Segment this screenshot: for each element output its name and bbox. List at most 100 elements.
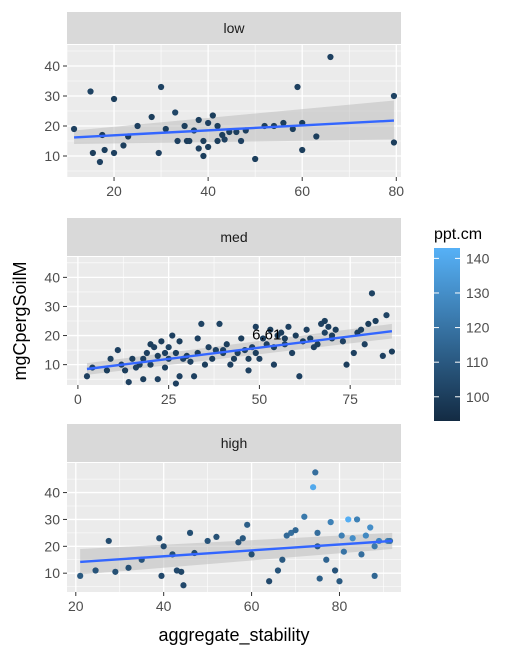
data-point bbox=[162, 125, 169, 133]
data-point bbox=[158, 572, 165, 579]
data-point bbox=[248, 551, 255, 558]
data-point bbox=[358, 551, 365, 558]
colorbar-tick-label: 100 bbox=[466, 389, 490, 405]
data-point bbox=[350, 349, 357, 357]
data-point bbox=[89, 149, 96, 157]
y-tick-label: 10 bbox=[44, 357, 60, 373]
data-point bbox=[92, 567, 99, 574]
x-tick-label: 40 bbox=[156, 598, 172, 614]
x-tick-label: 60 bbox=[244, 598, 260, 614]
data-point bbox=[129, 355, 136, 362]
data-point bbox=[256, 355, 263, 362]
data-point bbox=[176, 338, 183, 345]
data-point bbox=[245, 367, 252, 374]
data-point bbox=[214, 122, 221, 130]
y-tick-label: 10 bbox=[44, 148, 60, 164]
y-tick-label: 30 bbox=[44, 298, 60, 314]
data-point bbox=[180, 582, 187, 589]
colorbar-tick-label: 140 bbox=[466, 250, 490, 266]
data-point bbox=[353, 516, 361, 523]
data-point bbox=[279, 556, 286, 563]
x-tick-label: 20 bbox=[106, 183, 122, 199]
data-point bbox=[321, 317, 328, 325]
data-point bbox=[281, 335, 288, 342]
data-point bbox=[314, 529, 321, 536]
data-point bbox=[205, 143, 212, 151]
data-point bbox=[70, 125, 78, 133]
data-point bbox=[186, 529, 194, 536]
data-point bbox=[357, 326, 365, 333]
colorbar-title: ppt.cm bbox=[434, 226, 482, 243]
data-point bbox=[105, 537, 112, 545]
data-point bbox=[323, 556, 330, 563]
data-point bbox=[339, 338, 347, 345]
data-point bbox=[371, 543, 378, 550]
data-point bbox=[154, 352, 161, 360]
y-tick-label: 30 bbox=[44, 511, 60, 527]
data-point bbox=[372, 317, 379, 325]
x-tick-label: 40 bbox=[200, 183, 216, 199]
data-point bbox=[235, 539, 242, 546]
data-point bbox=[198, 320, 205, 328]
data-point bbox=[274, 567, 282, 574]
data-point bbox=[313, 133, 320, 140]
data-point bbox=[365, 320, 372, 328]
data-point bbox=[195, 145, 202, 152]
data-point bbox=[327, 53, 334, 61]
data-point bbox=[174, 137, 181, 145]
data-point bbox=[151, 344, 158, 351]
data-point bbox=[181, 122, 188, 130]
data-point bbox=[195, 116, 202, 124]
data-point bbox=[278, 329, 285, 336]
data-point bbox=[299, 146, 306, 154]
y-tick-label: 20 bbox=[44, 538, 60, 554]
data-point bbox=[237, 137, 245, 145]
data-point bbox=[172, 380, 180, 387]
data-point bbox=[156, 535, 163, 542]
y-tick-label: 40 bbox=[44, 485, 60, 501]
data-point bbox=[155, 149, 162, 157]
data-point bbox=[120, 142, 127, 149]
data-point bbox=[209, 355, 216, 362]
data-point bbox=[390, 139, 398, 146]
data-point bbox=[345, 516, 352, 523]
data-point bbox=[285, 323, 292, 330]
data-point bbox=[178, 568, 185, 575]
data-point bbox=[176, 373, 183, 380]
data-point bbox=[289, 125, 296, 133]
data-point bbox=[154, 376, 161, 383]
data-point bbox=[259, 335, 267, 342]
data-point bbox=[252, 349, 259, 357]
data-point bbox=[343, 361, 350, 368]
facet-strip bbox=[67, 218, 401, 256]
data-point bbox=[172, 109, 179, 116]
data-point bbox=[107, 355, 114, 362]
data-point bbox=[292, 332, 299, 339]
y-tick-label: 20 bbox=[44, 328, 60, 344]
data-point bbox=[194, 335, 201, 342]
colorbar-gradient bbox=[434, 248, 460, 421]
data-point bbox=[148, 113, 155, 121]
data-point bbox=[367, 524, 374, 531]
data-point bbox=[103, 367, 111, 374]
data-point bbox=[140, 355, 147, 362]
data-point bbox=[125, 378, 132, 386]
data-point bbox=[140, 376, 147, 383]
regression-line bbox=[86, 329, 393, 371]
facet-strip-label: med bbox=[220, 229, 247, 245]
data-point bbox=[362, 532, 369, 539]
data-point bbox=[312, 469, 319, 476]
x-tick-label: 50 bbox=[252, 391, 268, 407]
x-tick-label: 25 bbox=[161, 391, 177, 407]
data-point bbox=[331, 567, 339, 574]
data-point bbox=[200, 137, 207, 145]
data-point bbox=[165, 344, 172, 351]
x-tick-label: 20 bbox=[68, 598, 84, 614]
data-point bbox=[368, 290, 376, 297]
data-point bbox=[303, 326, 310, 333]
data-point bbox=[96, 158, 104, 166]
data-point bbox=[209, 112, 216, 119]
confidence-ribbon bbox=[80, 532, 393, 575]
data-point bbox=[204, 537, 211, 545]
data-point bbox=[187, 358, 194, 365]
